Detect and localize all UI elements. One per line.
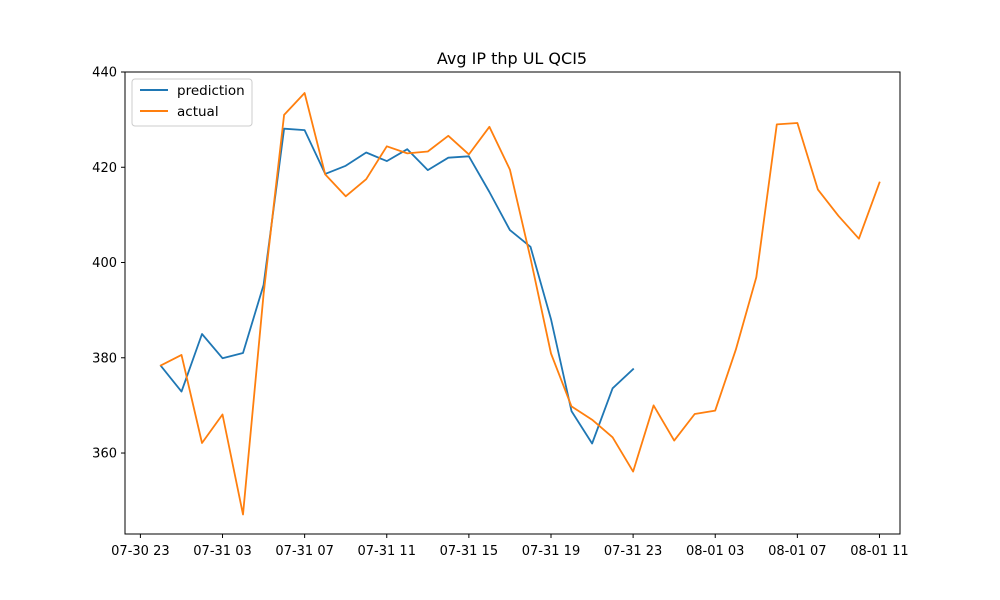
x-tick-label: 08-01 11 xyxy=(850,544,908,559)
series-layer xyxy=(159,92,881,516)
x-tick-label: 07-31 19 xyxy=(522,544,580,559)
legend-label-actual: actual xyxy=(177,104,219,120)
x-tick-label: 07-30 23 xyxy=(111,544,169,559)
y-tick-label: 360 xyxy=(92,447,117,462)
series-line-prediction xyxy=(159,127,635,445)
y-tick-label: 400 xyxy=(92,256,117,271)
x-tick-label: 08-01 03 xyxy=(686,544,744,559)
legend-label-prediction: prediction xyxy=(177,83,245,99)
x-tick-label: 08-01 07 xyxy=(768,544,826,559)
legend: prediction actual xyxy=(131,78,253,127)
x-tick-label: 07-31 11 xyxy=(358,544,416,559)
x-axis: 07-30 23 07-31 03 07-31 07 07-31 11 07-31 15… xyxy=(111,534,909,559)
y-tick-label: 440 xyxy=(92,66,117,81)
x-tick-label: 07-31 15 xyxy=(440,544,498,559)
plot-area-frame xyxy=(124,71,901,535)
y-tick-label: 420 xyxy=(92,161,117,176)
chart-title: Avg IP thp UL QCI5 xyxy=(437,49,587,68)
x-tick-label: 07-31 03 xyxy=(193,544,251,559)
y-axis: 360 380 400 420 440 xyxy=(92,66,125,462)
x-tick-label: 07-31 23 xyxy=(604,544,662,559)
x-tick-label: 07-31 07 xyxy=(275,544,333,559)
y-tick-label: 380 xyxy=(92,351,117,366)
series-line-actual xyxy=(159,92,881,516)
